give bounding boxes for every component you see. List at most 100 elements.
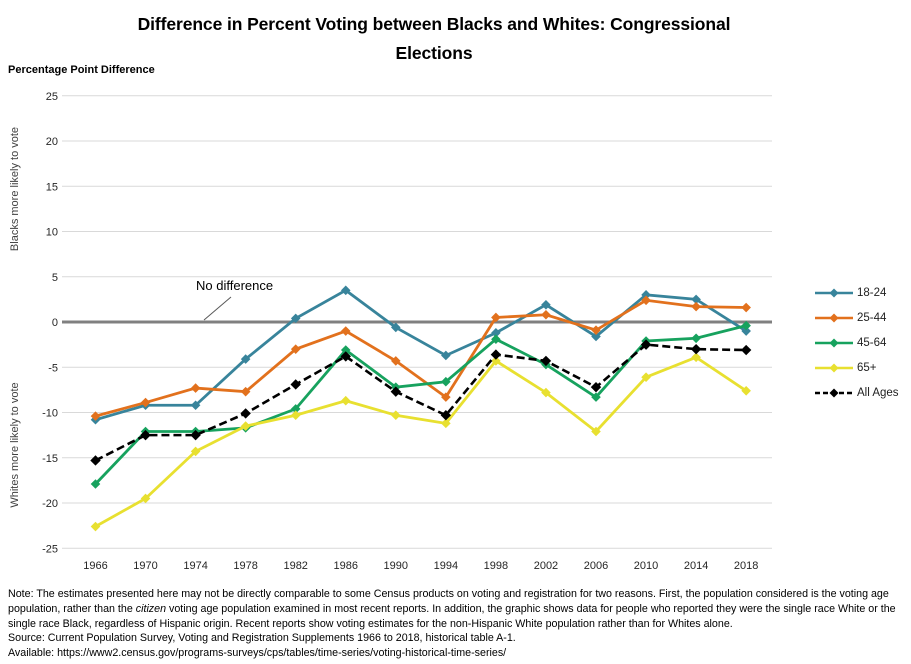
legend-item-all-ages: All Ages [815,380,910,405]
data-point-marker [640,339,652,350]
data-point-marker [441,350,451,361]
note-part2: voting age population examined in most r… [8,603,896,631]
data-point-marker [90,411,101,421]
legend-diamond-icon [829,388,839,397]
data-point-marker [590,381,602,393]
note-part1: Note: The estimates presented here may n… [8,588,889,616]
data-point-marker [240,354,251,364]
data-point-marker [741,385,751,396]
y-tick-label: -15 [42,453,58,465]
series-line-18-24 [95,288,747,422]
data-point-marker [290,313,301,324]
data-point-marker [290,410,301,421]
data-point-marker [491,356,501,366]
data-point-marker [641,295,651,306]
page-title-line2: Elections [395,43,473,63]
legend-swatch-icon [815,388,853,397]
x-tick-label: 1970 [133,560,157,572]
data-point-marker [140,397,151,408]
y-tick-label: -25 [42,543,58,555]
y-tick-label: 20 [46,136,58,148]
source-text: Source: Current Population Survey, Votin… [8,632,516,644]
y-tick-label: -20 [42,498,58,510]
legend-diamond-icon [829,313,839,322]
data-point-marker [290,344,301,354]
x-tick-label: 2006 [584,560,608,572]
data-point-marker [691,294,701,305]
legend-label: 45-64 [857,336,887,349]
data-point-marker [541,300,551,310]
legend-diamond-icon [829,363,839,372]
data-point-marker [741,320,751,331]
series-line-65- [94,355,747,528]
data-point-marker [140,493,151,504]
x-tick-label: 1990 [384,560,408,572]
y-axis-label-whites: Whites more likely to vote [9,382,21,508]
x-tick-label: 2010 [634,560,658,572]
x-tick-label: 1998 [484,560,508,572]
legend-diamond-icon [829,338,839,347]
y-tick-label: -5 [48,362,58,374]
data-point-marker [240,408,251,419]
page-title: Difference in Percent Voting between Bla… [0,10,868,68]
data-point-marker [490,349,502,360]
legend-label: 25-44 [857,311,887,324]
x-tick-label: 1982 [283,560,307,572]
data-point-marker [190,383,201,393]
annotation-no-difference: No difference [196,278,273,293]
legend-swatch-icon [815,363,853,372]
legend-label: 65+ [857,361,877,374]
data-point-marker [340,285,351,296]
data-point-marker [541,309,551,320]
annotation-callout-line [203,296,232,321]
legend-swatch-icon [815,288,853,297]
page-title-line1: Difference in Percent Voting between Bla… [137,14,731,34]
data-point-marker [240,421,251,431]
data-point-marker [641,290,651,300]
data-point-marker [741,302,751,313]
x-tick-label: 2014 [684,560,708,572]
data-point-marker [340,345,351,355]
y-tick-label: 5 [52,272,58,284]
legend-item-25-44: 25-44 [815,305,910,330]
y-axis-title: Percentage Point Difference [8,64,155,76]
legend-item-65-: 65+ [815,355,910,380]
data-point-marker [691,301,701,312]
data-point-marker [391,410,401,421]
data-point-marker [690,343,702,355]
data-point-marker [441,392,451,402]
data-point-marker [340,351,351,362]
data-point-marker [391,322,401,333]
data-point-marker [591,392,601,402]
data-point-marker [190,429,201,441]
legend-label: 18-24 [857,286,887,299]
legend-label: All Ages [857,386,899,399]
x-tick-label: 1986 [334,560,358,572]
data-point-marker [641,372,651,383]
data-point-marker [190,446,201,457]
x-tick-label: 2018 [734,560,758,572]
legend: 18-24 25-44 45-64 65+ All Ages [815,280,910,405]
data-point-marker [440,410,452,421]
data-point-marker [90,479,101,489]
data-point-marker [441,418,451,429]
legend-item-45-64: 45-64 [815,330,910,355]
data-point-marker [591,325,601,335]
data-point-marker [390,386,401,397]
legend-swatch-icon [815,313,853,322]
data-point-marker [540,355,552,367]
data-point-marker [491,334,501,344]
x-tick-label: 1966 [83,560,107,572]
x-tick-label: 1978 [233,560,257,572]
data-point-marker [491,312,501,323]
data-point-marker [391,356,401,366]
x-tick-label: 1994 [434,560,458,572]
data-point-marker [90,521,101,532]
data-point-marker [441,376,451,387]
note-text: Note: The estimates presented here may n… [8,587,906,633]
data-point-marker [541,387,551,398]
data-point-marker [290,404,301,414]
y-tick-label: 10 [46,227,58,239]
data-point-marker [740,344,752,356]
